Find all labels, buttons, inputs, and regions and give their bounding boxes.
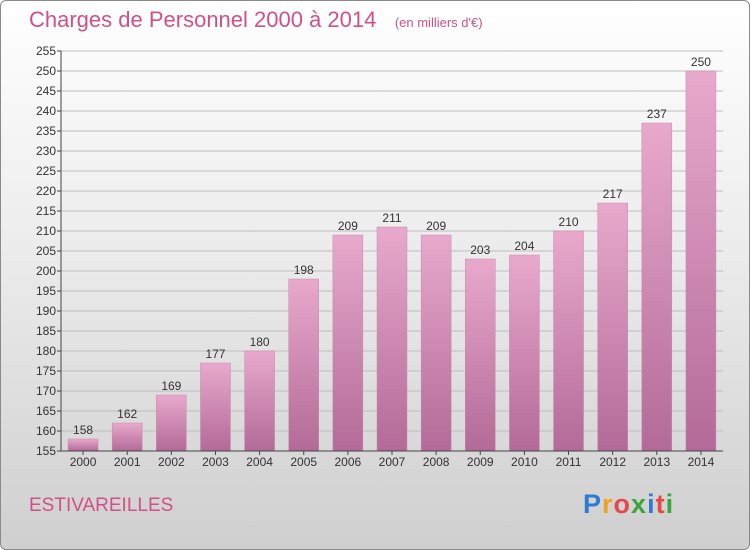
bar-value-label: 210 <box>559 215 579 229</box>
bar <box>641 122 673 452</box>
logo-letter: i <box>665 489 675 519</box>
bar <box>685 70 717 452</box>
bar-value-label: 237 <box>647 107 667 121</box>
proxiti-logo: Proxiti <box>583 489 674 520</box>
bars: 158 162 169 177 180 198 209 211 209 203 204 210 217 2… <box>67 55 717 452</box>
y-tick-label: 185 <box>36 324 56 338</box>
bar-value-label: 162 <box>117 407 137 421</box>
bar <box>553 230 584 452</box>
x-tick-label: 2012 <box>599 455 626 469</box>
y-tick-label: 160 <box>36 424 56 438</box>
y-tick-label: 195 <box>36 284 56 298</box>
y-axis: 155 160 165 170 175 180 185 190 195 200 205 210 215 2… <box>36 44 62 458</box>
logo-letter: o <box>613 489 632 519</box>
bar <box>200 362 231 452</box>
y-tick-label: 165 <box>36 404 56 418</box>
bar-value-label: 204 <box>514 239 534 253</box>
y-tick-label: 200 <box>36 264 56 278</box>
bar <box>67 438 99 452</box>
y-tick-label: 245 <box>36 84 56 98</box>
y-tick-label: 240 <box>36 104 56 118</box>
y-tick-label: 215 <box>36 204 56 218</box>
x-tick-label: 2001 <box>114 455 141 469</box>
bar <box>420 234 452 452</box>
x-tick-label: 2011 <box>556 455 582 469</box>
logo-letter: t <box>655 489 666 519</box>
y-tick-label: 170 <box>36 384 56 398</box>
x-tick-label: 2013 <box>643 455 670 469</box>
bar-value-label: 209 <box>338 219 358 233</box>
bar-value-label: 209 <box>426 219 446 233</box>
y-tick-label: 255 <box>36 44 56 58</box>
x-tick-label: 2004 <box>246 455 273 469</box>
bar <box>156 394 187 452</box>
x-axis: 2000 2001 2002 2003 2004 2005 2006 2007 2008 2009… <box>61 450 723 469</box>
logo-letter: i <box>647 489 656 519</box>
y-tick-label: 180 <box>36 344 56 358</box>
y-tick-label: 230 <box>36 144 56 158</box>
y-tick-label: 220 <box>36 184 56 198</box>
x-tick-label: 2006 <box>335 455 362 469</box>
x-tick-label: 2007 <box>379 455 406 469</box>
x-tick-label: 2010 <box>511 455 538 469</box>
bar-value-label: 169 <box>161 379 181 393</box>
bar <box>509 254 540 452</box>
commune-name: ESTIVAREILLES <box>29 495 174 516</box>
bar-value-label: 217 <box>603 187 623 201</box>
title-row: Charges de Personnel 2000 à 2014 (en mil… <box>29 7 483 33</box>
x-tick-label: 2005 <box>290 455 317 469</box>
bar <box>332 234 364 452</box>
bar-value-label: 198 <box>294 263 314 277</box>
bar-value-label: 180 <box>250 335 270 349</box>
x-tick-label: 2014 <box>688 455 715 469</box>
chart-subtitle: (en milliers d'€) <box>394 15 483 30</box>
logo-letter: P <box>583 489 603 519</box>
chart-title: Charges de Personnel 2000 à 2014 <box>29 7 377 32</box>
bar <box>244 350 275 452</box>
x-tick-label: 2000 <box>70 455 97 469</box>
bar <box>597 202 628 452</box>
y-tick-label: 210 <box>36 224 56 238</box>
bar <box>376 226 408 452</box>
y-tick-label: 155 <box>36 444 56 458</box>
bar <box>111 422 143 452</box>
bar-value-label: 211 <box>382 211 401 225</box>
y-tick-label: 205 <box>36 244 56 258</box>
y-tick-label: 175 <box>36 364 56 378</box>
logo-letter: r <box>602 489 614 519</box>
x-tick-label: 2008 <box>423 455 450 469</box>
logo-letter: x <box>631 489 648 519</box>
x-tick-label: 2003 <box>202 455 229 469</box>
y-tick-label: 190 <box>36 304 56 318</box>
bar <box>465 258 496 452</box>
bar-value-label: 250 <box>691 55 711 69</box>
bar-value-label: 158 <box>73 423 93 437</box>
bar-value-label: 177 <box>205 347 225 361</box>
x-tick-label: 2009 <box>467 455 494 469</box>
bar <box>288 278 319 452</box>
y-tick-label: 225 <box>36 164 56 178</box>
y-tick-label: 235 <box>36 124 56 138</box>
y-tick-label: 250 <box>36 64 56 78</box>
bar-value-label: 203 <box>470 243 490 257</box>
x-tick-label: 2002 <box>158 455 185 469</box>
